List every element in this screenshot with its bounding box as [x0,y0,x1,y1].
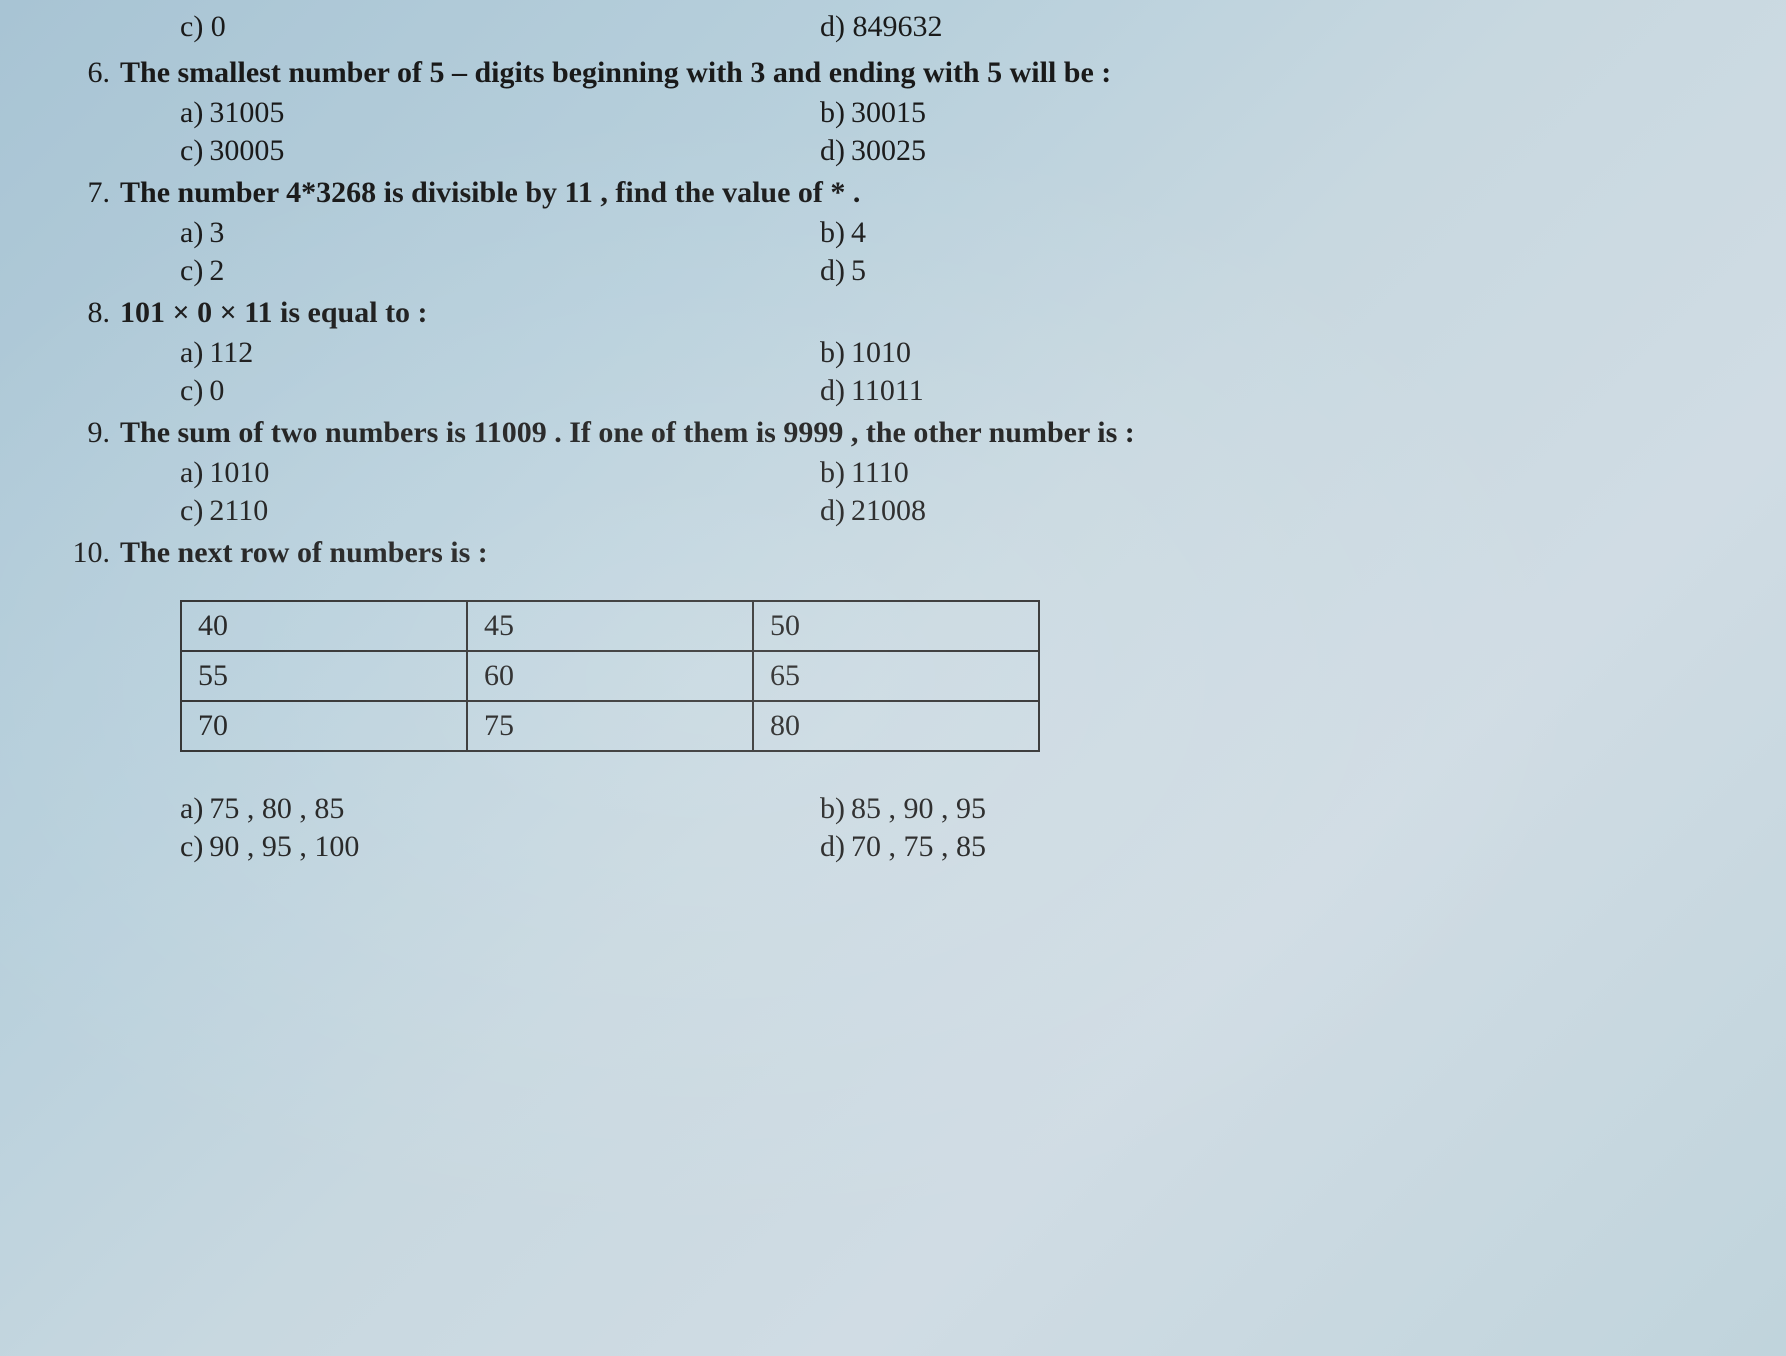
option-d: d) 5 [820,254,866,288]
table-row: 40 45 50 [181,601,1039,651]
question-8-options: a) 112 b) 1010 c) 0 d) 11011 [180,336,1726,408]
option-value: 85 , 90 , 95 [851,792,986,826]
question-text: The next row of numbers is : [120,536,1726,570]
option-label: d) [820,374,845,408]
option-value: 1010 [209,456,269,490]
option-label: b) [820,336,845,370]
table-cell: 75 [467,701,753,751]
option-value: 30025 [851,134,926,168]
option-value: 1010 [851,336,911,370]
question-number: 8. [60,296,120,330]
question-7: 7. The number 4*3268 is divisible by 11 … [60,176,1726,288]
option-value: 5 [851,254,866,288]
option-value: 31005 [209,96,284,130]
option-d: d) 30025 [820,134,926,168]
option-value: 11011 [851,374,924,408]
option-value: 75 , 80 , 85 [209,792,344,826]
option-value: 2 [209,254,224,288]
question-number: 7. [60,176,120,210]
table-cell: 60 [467,651,753,701]
option-b: b) 85 , 90 , 95 [820,792,986,826]
table-row: 70 75 80 [181,701,1039,751]
question-6: 6. The smallest number of 5 – digits beg… [60,56,1726,168]
option-value: 90 , 95 , 100 [209,830,359,864]
option-label: a) [180,336,203,370]
option-label: d) [820,830,845,864]
question-6-options: a) 31005 b) 30015 c) 30005 d) 30025 [180,96,1726,168]
option-a: a) 112 [180,336,820,370]
question-10-options: a) 75 , 80 , 85 b) 85 , 90 , 95 c) 90 , … [180,792,1726,864]
option-label: c) [180,830,203,864]
option-label: d) [820,494,845,528]
option-label: a) [180,96,203,130]
option-value: 70 , 75 , 85 [851,830,986,864]
option-a: a) 3 [180,216,820,250]
option-b: b) 1010 [820,336,911,370]
option-a: a) 31005 [180,96,820,130]
table-cell: 80 [753,701,1039,751]
option-label: c) [180,134,203,168]
question-text: The number 4*3268 is divisible by 11 , f… [120,176,1726,210]
option-label: a) [180,456,203,490]
question-9-options: a) 1010 b) 1110 c) 2110 d) 21008 [180,456,1726,528]
option-label: c) [180,494,203,528]
option-c: c) 2 [180,254,820,288]
question-8: 8. 101 × 0 × 11 is equal to : a) 112 b) … [60,296,1726,408]
option-a: a) 1010 [180,456,820,490]
option-b: b) 4 [820,216,866,250]
question-number: 6. [60,56,120,90]
number-table: 40 45 50 55 60 65 70 75 80 [180,600,1726,752]
partial-previous-question: c) 0 d) 849632 [180,10,1726,44]
partial-option-c: c) 0 [180,10,820,44]
table-cell: 50 [753,601,1039,651]
option-value: 0 [209,374,224,408]
option-label: d) [820,134,845,168]
option-d: d) 70 , 75 , 85 [820,830,986,864]
question-text: The sum of two numbers is 11009 . If one… [120,416,1726,450]
table-cell: 45 [467,601,753,651]
question-10: 10. The next row of numbers is : 40 45 5… [60,536,1726,864]
option-label: a) [180,216,203,250]
option-label: b) [820,96,845,130]
question-9: 9. The sum of two numbers is 11009 . If … [60,416,1726,528]
question-7-options: a) 3 b) 4 c) 2 d) 5 [180,216,1726,288]
option-value: 30015 [851,96,926,130]
option-label: b) [820,792,845,826]
option-c: c) 90 , 95 , 100 [180,830,820,864]
question-number: 10. [60,536,120,570]
table-cell: 70 [181,701,467,751]
option-b: b) 1110 [820,456,909,490]
question-text: The smallest number of 5 – digits beginn… [120,56,1726,90]
option-label: b) [820,216,845,250]
option-value: 21008 [851,494,926,528]
option-value: 3 [209,216,224,250]
partial-option-d: d) 849632 [820,10,943,44]
option-b: b) 30015 [820,96,926,130]
option-d: d) 11011 [820,374,924,408]
table-cell: 65 [753,651,1039,701]
option-c: c) 0 [180,374,820,408]
table-row: 55 60 65 [181,651,1039,701]
option-a: a) 75 , 80 , 85 [180,792,820,826]
option-c: c) 30005 [180,134,820,168]
option-value: 1110 [851,456,909,490]
option-value: 30005 [209,134,284,168]
option-value: 112 [209,336,253,370]
option-value: 2110 [209,494,268,528]
option-label: a) [180,792,203,826]
question-number: 9. [60,416,120,450]
option-c: c) 2110 [180,494,820,528]
option-label: d) [820,254,845,288]
option-label: b) [820,456,845,490]
option-value: 4 [851,216,866,250]
option-label: c) [180,374,203,408]
option-label: c) [180,254,203,288]
question-text: 101 × 0 × 11 is equal to : [120,296,1726,330]
table-cell: 40 [181,601,467,651]
option-d: d) 21008 [820,494,926,528]
table-cell: 55 [181,651,467,701]
